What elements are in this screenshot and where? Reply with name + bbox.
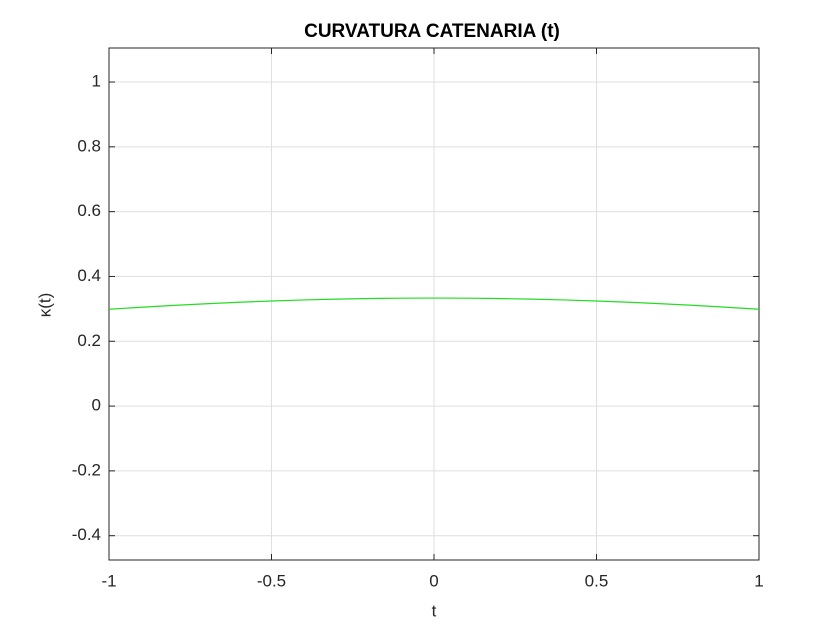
y-axis-label: κ(t) [35,293,54,318]
y-tick-label: 0 [92,396,101,415]
y-tick-label: -0.4 [72,525,101,544]
y-tick-label: 0.4 [77,266,101,285]
chart-title: CURVATURA CATENARIA (t) [304,21,560,42]
x-tick-label: -0.5 [257,571,286,590]
x-tick-label: 0 [429,571,438,590]
x-axis-label: t [432,601,437,620]
y-tick-label: 0.6 [77,201,101,220]
x-tick-label: 0.5 [585,571,609,590]
axes-box [108,47,760,561]
y-tick-label: -0.2 [72,460,101,479]
x-tick-label: 1 [754,571,763,590]
y-tick-label: 0.8 [77,136,101,155]
x-tick-label: -1 [101,571,116,590]
y-tick-label: 1 [92,72,101,91]
data-line [108,297,760,310]
y-tick-label: 0.2 [77,331,101,350]
